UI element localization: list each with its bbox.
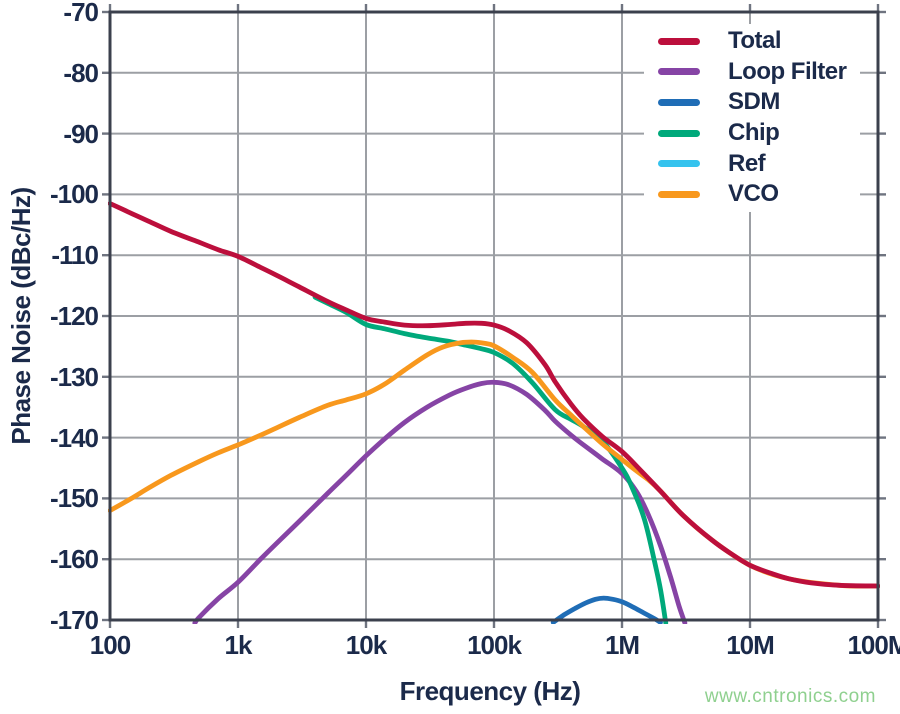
y-tick-label: -150 xyxy=(49,483,99,514)
x-tick-label: 100 xyxy=(89,630,131,660)
series-group xyxy=(108,201,880,624)
legend-label: SDM xyxy=(728,88,780,116)
y-axis-title: Phase Noise (dBc/Hz) xyxy=(6,187,36,445)
y-tick-label: -170 xyxy=(49,605,99,635)
legend-swatch-ref xyxy=(658,160,700,168)
legend-swatch-chip xyxy=(658,129,700,137)
legend-item: Total xyxy=(644,26,860,57)
legend: Total Loop Filter SDM Chip Ref VCO xyxy=(644,24,860,212)
x-tick-label: 100k xyxy=(467,630,522,660)
legend-item: Loop Filter xyxy=(644,57,860,88)
watermark-text: www.cntronics.com xyxy=(704,686,876,707)
plot-border xyxy=(108,10,880,622)
legend-label: Total xyxy=(728,27,782,55)
legend-label: VCO xyxy=(728,180,779,208)
legend-label: Chip xyxy=(728,119,780,147)
series-line-sdm xyxy=(550,595,663,624)
x-tick-label: 100M xyxy=(847,630,900,660)
y-tick-label: -80 xyxy=(63,57,99,88)
legend-label: Loop Filter xyxy=(728,57,847,85)
legend-swatch-loop-filter xyxy=(658,68,700,76)
legend-swatch-vco xyxy=(658,190,700,198)
y-tick-label: -70 xyxy=(63,0,99,27)
y-tick-label: -160 xyxy=(49,544,99,575)
x-tick-label: 10M xyxy=(726,630,775,660)
y-tick-label: -110 xyxy=(51,240,99,271)
legend-item: VCO xyxy=(644,179,860,210)
y-tick-label: -130 xyxy=(49,361,99,392)
series-line-total xyxy=(108,201,880,589)
y-tick-label: -120 xyxy=(49,301,99,331)
y-tick-label: -90 xyxy=(63,118,99,149)
legend-swatch-sdm xyxy=(658,98,700,106)
x-tick-label: 1M xyxy=(604,630,640,660)
legend-item: Ref xyxy=(644,148,860,179)
x-axis-title: Frequency (Hz) xyxy=(399,676,581,706)
y-tick-label: -100 xyxy=(49,179,99,210)
series-line-chip xyxy=(312,294,669,624)
legend-item: SDM xyxy=(644,87,860,118)
x-tick-label: 10k xyxy=(345,630,387,660)
legend-label: Ref xyxy=(728,149,766,177)
y-tick-label: -140 xyxy=(49,422,99,453)
legend-item: Chip xyxy=(644,118,860,149)
legend-swatch-total xyxy=(658,37,700,45)
series-line-loop-filter xyxy=(192,379,688,624)
x-tick-label: 1k xyxy=(224,630,253,660)
